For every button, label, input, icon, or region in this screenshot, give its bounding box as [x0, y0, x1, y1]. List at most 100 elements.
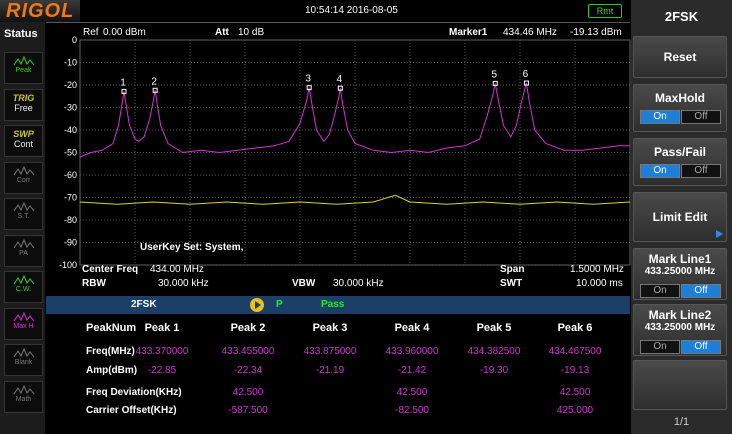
- trace: [79, 194, 631, 205]
- span-label: Span: [500, 264, 525, 275]
- status-icon[interactable]: C.W.: [4, 271, 43, 303]
- empty-button[interactable]: [633, 360, 727, 410]
- logo-area: RIGOL: [0, 0, 80, 22]
- run-icon: [250, 298, 264, 312]
- vbw-value: 30.000 kHz: [333, 278, 384, 289]
- icon-glyph: [13, 165, 34, 175]
- status-text: C.W.: [15, 286, 32, 293]
- peak-table: PeakNum Peak 1 Peak 2 Peak 3 Peak 4 Peak 5 Pea…: [46, 314, 630, 434]
- icon-glyph: [13, 384, 34, 394]
- markline1-button[interactable]: Mark Line1 433.25000 MHz On Off: [633, 248, 727, 300]
- status-text: Corr: [16, 176, 31, 184]
- maxhold-label: MaxHold: [654, 91, 705, 105]
- peak-marker: [337, 85, 343, 91]
- peak-marker: [306, 85, 312, 91]
- status-icon[interactable]: Max H: [4, 307, 43, 340]
- status-text: Math: [15, 395, 32, 403]
- table-header: Peak 5: [476, 322, 512, 334]
- markline2-off[interactable]: Off: [681, 340, 721, 354]
- ref-label: Ref: [83, 27, 99, 38]
- table-cell: -19.30: [479, 365, 509, 376]
- y-tick-label: -60: [64, 170, 77, 180]
- status-text: SWP: [13, 129, 34, 139]
- markline1-value: 433.25000 MHz: [644, 266, 716, 277]
- peak-marker: [152, 87, 158, 93]
- y-tick-label: -90: [64, 238, 77, 248]
- submenu-arrow: [716, 230, 723, 238]
- status-icon[interactable]: Math: [4, 380, 43, 413]
- status-text: Cont: [13, 139, 33, 149]
- passfail-off[interactable]: Off: [681, 164, 721, 178]
- status-icon[interactable]: Peak: [4, 52, 43, 84]
- table-cell: 42.500: [396, 387, 428, 398]
- row-label: Carrier Offset(KHz): [86, 405, 177, 416]
- reset-button[interactable]: Reset: [633, 36, 727, 78]
- measure-mode: 2FSK: [131, 299, 157, 310]
- table-cell: 433.370000: [135, 346, 189, 357]
- status-text: Peak: [15, 67, 32, 74]
- table-cell: -587.500: [228, 405, 268, 416]
- icon-glyph: [13, 347, 34, 358]
- status-icon[interactable]: S.T.: [4, 198, 43, 230]
- maxhold-on[interactable]: On: [640, 110, 680, 124]
- peak-marker: [492, 80, 498, 86]
- peak-marker-label: 2: [151, 76, 157, 87]
- limit-edit-button[interactable]: Limit Edit: [633, 192, 727, 242]
- table-cell: -22.34: [233, 365, 263, 376]
- y-tick-label: -80: [64, 215, 77, 225]
- peak-marker-label: 4: [337, 74, 343, 85]
- trace: [79, 82, 630, 158]
- status-icon[interactable]: TRIG Free: [4, 88, 43, 121]
- table-header: Peak 4: [394, 322, 430, 334]
- y-tick-label: -40: [64, 125, 77, 135]
- status-icon[interactable]: SWP Cont: [4, 125, 43, 157]
- markline1-on[interactable]: On: [640, 284, 680, 298]
- row-label: Freq Deviation(KHz): [86, 387, 182, 398]
- markline2-value: 433.25000 MHz: [644, 322, 716, 333]
- att-value: 10 dB: [238, 27, 265, 38]
- peak-marker-label: 3: [305, 74, 311, 85]
- table-cell: 42.500: [232, 387, 264, 398]
- datetime: 10:54:14 2016-08-05: [305, 5, 398, 16]
- passfail-button[interactable]: Pass/Fail On Off: [633, 138, 727, 186]
- swt-value: 10.000 ms: [576, 278, 623, 289]
- y-tick-label: -30: [64, 103, 77, 113]
- status-icon[interactable]: PA: [4, 234, 43, 267]
- status-icon[interactable]: Blank: [4, 344, 43, 376]
- peak-marker: [121, 88, 127, 94]
- ref-value: 0.00 dBm: [103, 27, 146, 38]
- markline2-on[interactable]: On: [640, 340, 680, 354]
- table-cell: -21.19: [315, 365, 345, 376]
- icon-glyph: [13, 311, 34, 321]
- maxhold-off[interactable]: Off: [681, 110, 721, 124]
- status-title: Status: [4, 28, 38, 40]
- table-cell: -22.85: [147, 365, 177, 376]
- att-label: Att: [215, 27, 229, 38]
- passfail-on[interactable]: On: [640, 164, 680, 178]
- spectrum-chart: 0 -10 -20 -30 -40 -50 -60 -70 -80 -90 -100 1 2 3 4 5 6: [59, 35, 631, 270]
- icon-glyph: [13, 274, 34, 285]
- status-text: Free: [14, 102, 33, 113]
- markline2-button[interactable]: Mark Line2 433.25000 MHz On Off: [633, 304, 727, 356]
- y-tick-label: 0: [72, 35, 77, 45]
- status-text: Blank: [14, 359, 33, 366]
- table-cell: 425.000: [556, 405, 594, 416]
- markline1-off[interactable]: Off: [681, 284, 721, 298]
- icon-glyph: [13, 201, 34, 212]
- row-label: Amp(dBm): [86, 365, 138, 376]
- table-cell: 434.467500: [548, 346, 602, 357]
- status-icon[interactable]: Corr: [4, 161, 43, 194]
- status-text: Max H: [13, 322, 34, 330]
- status-text: S.T.: [17, 213, 30, 220]
- menu-panel: 2FSK Reset MaxHold On Off Pass/Fail On O…: [631, 0, 732, 434]
- table-header: Peak 6: [557, 322, 593, 334]
- maxhold-button[interactable]: MaxHold On Off: [633, 84, 727, 132]
- table-header: Peak 2: [230, 322, 266, 334]
- logo: RIGOL: [6, 0, 75, 22]
- table-header: PeakNum: [86, 322, 137, 334]
- peak-marker: [523, 80, 529, 86]
- y-tick-label: -20: [64, 80, 77, 90]
- table-cell: 433.455000: [221, 346, 275, 357]
- user-key: UserKey Set: System,: [140, 242, 244, 253]
